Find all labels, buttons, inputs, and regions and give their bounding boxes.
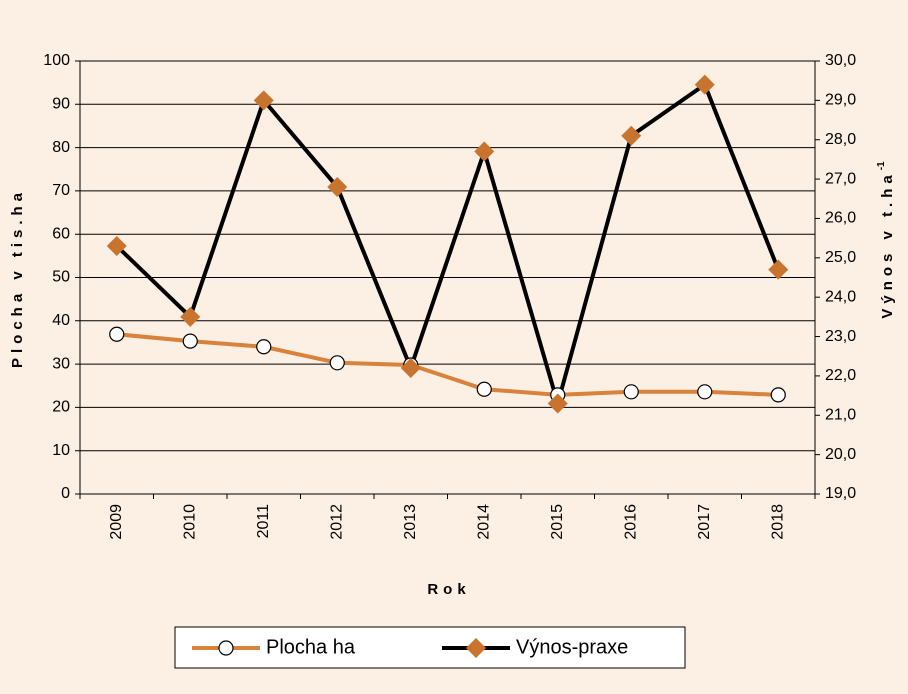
y2-tick-label: 26,0 [825, 210, 856, 227]
x-tick-label: 2012 [328, 504, 345, 540]
data-point [400, 358, 421, 379]
series-line [115, 81, 781, 411]
x-tick-label: 2018 [769, 504, 786, 540]
data-point [106, 236, 127, 257]
legend-label: Plocha ha [266, 636, 356, 658]
data-point [476, 381, 492, 397]
x-tick-label: 2009 [108, 504, 125, 540]
y2-tick-label: 19,0 [825, 485, 856, 502]
legend-marker [218, 640, 234, 656]
y2-axis-title: Výnos v t.ha-1 [876, 161, 896, 319]
data-point [327, 176, 348, 197]
y-tick-label: 70 [52, 182, 70, 199]
x-tick-label: 2011 [255, 504, 272, 539]
data-point [474, 141, 495, 162]
x-tick-label: 2014 [475, 504, 492, 540]
y2-axis-title-main: Výnos v t.ha [879, 170, 896, 318]
data-point [621, 125, 642, 146]
data-point [180, 306, 201, 327]
y-tick-label: 50 [52, 269, 70, 286]
data-point [697, 384, 713, 400]
data-point [256, 339, 272, 355]
y-tick-label: 20 [52, 399, 70, 416]
y2-axis-title-sup: -1 [876, 161, 887, 170]
y2-tick-label: 24,0 [825, 288, 856, 305]
y-axis-title: Plocha v tis.ha [9, 188, 26, 368]
series-line [116, 332, 779, 397]
legend-marker [466, 638, 486, 658]
y-tick-label: 80 [52, 139, 70, 156]
y-tick-label: 90 [52, 96, 70, 113]
y2-tick-label: 22,0 [825, 367, 856, 384]
x-tick-label: 2010 [181, 504, 198, 540]
y2-tick-label: 30,0 [825, 52, 856, 69]
data-point [182, 333, 198, 349]
x-tick-label: 2017 [696, 504, 713, 540]
y2-tick-label: 27,0 [825, 170, 856, 187]
legend-label: Výnos-praxe [516, 636, 628, 658]
y2-tick-label: 29,0 [825, 92, 856, 109]
data-point [770, 387, 786, 403]
y-tick-label: 30 [52, 355, 70, 372]
x-axis-title: Rok [427, 581, 470, 598]
data-point [253, 90, 274, 111]
y2-tick-label: 23,0 [825, 328, 856, 345]
y2-tick-label: 25,0 [825, 249, 856, 266]
data-point [547, 393, 568, 414]
x-tick-label: 2016 [622, 504, 639, 540]
data-point [109, 326, 125, 342]
data-point [768, 259, 789, 280]
y-tick-label: 0 [61, 485, 70, 502]
data-point [623, 384, 639, 400]
y-tick-label: 100 [43, 52, 70, 69]
x-tick-label: 2015 [549, 504, 566, 540]
data-point [694, 74, 715, 95]
y-tick-label: 10 [52, 442, 70, 459]
y-tick-label: 40 [52, 312, 70, 329]
data-point [329, 355, 345, 371]
x-tick-label: 2013 [402, 504, 419, 540]
y2-tick-label: 21,0 [825, 406, 856, 423]
y-tick-label: 60 [52, 225, 70, 242]
y2-tick-label: 28,0 [825, 131, 856, 148]
y2-tick-label: 20,0 [825, 446, 856, 463]
